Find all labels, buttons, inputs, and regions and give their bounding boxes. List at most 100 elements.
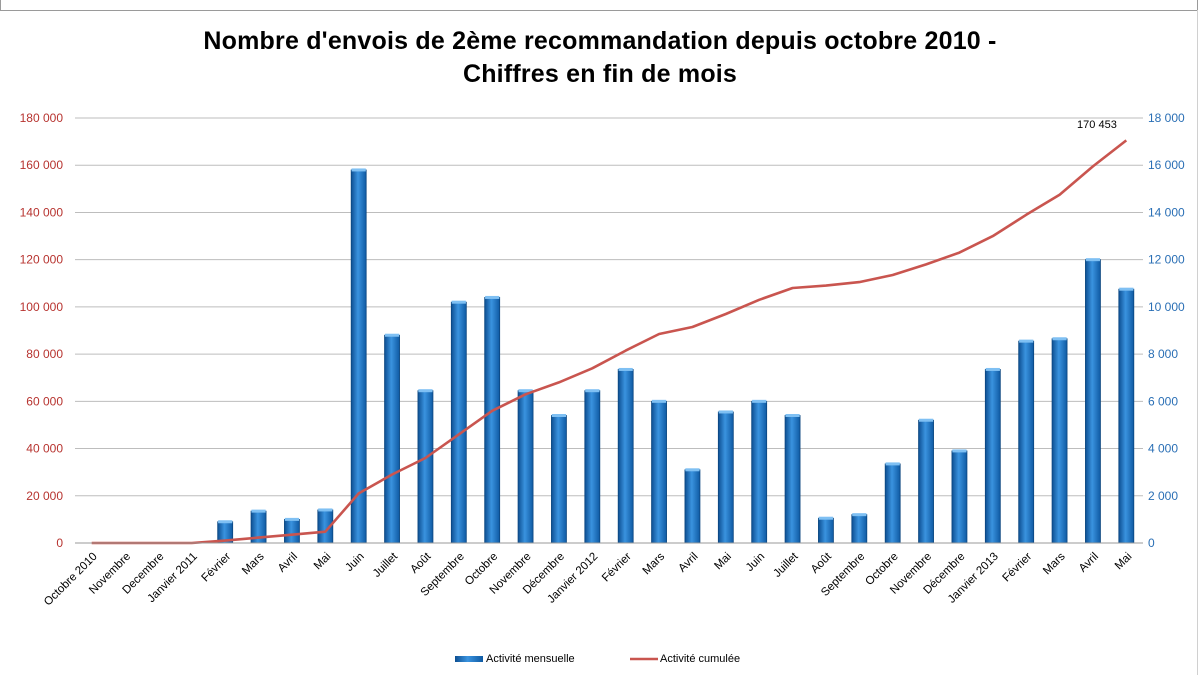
bar — [918, 419, 934, 544]
bar-cap — [985, 367, 1000, 371]
line-series — [91, 139, 1128, 545]
bar — [384, 334, 400, 544]
x-tick-label: Juillet — [771, 550, 801, 580]
y-left-tick-label: 60 000 — [26, 394, 63, 408]
bar-cap — [351, 168, 366, 172]
y-right-tick-label: 10 000 — [1148, 300, 1185, 314]
x-tick-label: Juin — [744, 551, 767, 574]
bar — [1118, 288, 1135, 544]
bar-cap — [318, 508, 333, 512]
legend-bar-swatch — [455, 656, 483, 662]
bar-cap — [618, 367, 633, 371]
legend: Activité mensuelle Activité cumulée — [455, 653, 740, 665]
x-tick-label: Mars — [1041, 550, 1068, 577]
x-tick-label: Juillet — [371, 550, 401, 580]
bar-cap — [785, 414, 800, 417]
y-right-tick-label: 8 000 — [1148, 347, 1178, 361]
bar-cap — [418, 389, 433, 393]
bar-cap — [685, 468, 700, 472]
bar-cap — [752, 399, 767, 403]
bar — [1085, 259, 1101, 544]
y-right-tick-label: 18 000 — [1148, 111, 1185, 125]
bar — [450, 301, 467, 544]
bar — [617, 369, 634, 544]
right-frame — [1197, 10, 1198, 675]
bar-cap — [651, 399, 667, 403]
y-right-tick-label: 16 000 — [1148, 158, 1185, 172]
y-left-tick-label: 0 — [56, 536, 63, 550]
x-tick-label: Juin — [343, 551, 366, 574]
bar — [784, 415, 801, 544]
bar — [1018, 340, 1035, 544]
bar-cap — [1052, 337, 1067, 341]
bar-cap — [251, 509, 266, 513]
bar-cap — [585, 389, 600, 393]
bar-cap — [518, 389, 533, 393]
bar — [350, 169, 367, 544]
x-tick-label: Février — [1001, 551, 1035, 585]
gridlines — [75, 117, 1143, 544]
bar-cap — [952, 449, 967, 453]
bar — [684, 469, 701, 544]
y-left-tick-label: 40 000 — [26, 442, 63, 456]
bar — [751, 400, 768, 544]
y-left-tick-label: 160 000 — [20, 158, 64, 172]
bar-cap — [885, 462, 900, 466]
bar-cap — [818, 516, 834, 520]
bar — [851, 514, 868, 544]
x-tick-label: Octobre 2010 — [42, 551, 100, 609]
bar — [818, 517, 834, 544]
bar — [484, 297, 501, 544]
bar — [417, 390, 434, 544]
y-left-tick-label: 20 000 — [26, 489, 63, 503]
bar-cap — [384, 333, 400, 337]
bar-cap — [1119, 287, 1134, 291]
chart-title: Nombre d'envois de 2ème recommandation d… — [203, 27, 997, 55]
bar — [884, 463, 901, 544]
x-tick-label: Avril — [676, 551, 700, 575]
y-left-tick-label: 140 000 — [20, 205, 64, 219]
x-tick-label: Août — [809, 550, 835, 576]
annotation-label: 170 453 — [1077, 119, 1117, 131]
x-tick-label: Février — [200, 551, 234, 585]
axes: 0 0 20 000 2 000 40 000 4 000 60 000 6 000 80 00… — [20, 111, 1185, 608]
x-tick-label: Mars — [240, 550, 267, 577]
y-left-tick-label: 100 000 — [20, 300, 64, 314]
legend-label-bars: Activité mensuelle — [486, 653, 575, 665]
y-left-tick-label: 120 000 — [20, 253, 64, 267]
y-right-tick-label: 2 000 — [1148, 489, 1178, 503]
bar — [551, 415, 567, 544]
y-right-tick-label: 0 — [1148, 536, 1155, 550]
bar — [1051, 338, 1068, 544]
x-tick-label: Mai — [712, 551, 734, 573]
x-tick-label: Avril — [276, 551, 300, 575]
bar-cap — [718, 410, 733, 414]
bar-cap — [852, 513, 867, 517]
y-right-tick-label: 6 000 — [1148, 394, 1178, 408]
bar-cap — [485, 295, 500, 299]
x-tick-label: Août — [408, 550, 434, 576]
bar — [584, 390, 601, 544]
bar — [517, 390, 534, 544]
bar-series — [217, 168, 1135, 544]
y-right-tick-label: 12 000 — [1148, 253, 1185, 267]
bar — [284, 518, 300, 544]
bar-cap — [218, 520, 233, 524]
bar — [651, 400, 667, 544]
y-left-tick-label: 80 000 — [26, 347, 63, 361]
bar — [984, 369, 1001, 544]
x-tick-label: Avril — [1077, 551, 1101, 575]
x-tick-label: Février — [600, 551, 634, 585]
legend-label-line: Activité cumulée — [660, 653, 740, 665]
y-right-tick-label: 14 000 — [1148, 205, 1185, 219]
chart-subtitle: Chiffres en fin de mois — [462, 60, 738, 88]
bar-cap — [918, 418, 934, 422]
bar — [717, 411, 734, 544]
y-right-tick-label: 4 000 — [1148, 442, 1178, 456]
y-left-tick-label: 180 000 — [20, 111, 64, 125]
x-tick-label: Mai — [1113, 551, 1135, 573]
bar — [951, 450, 968, 544]
bar-cap — [1085, 258, 1101, 262]
x-tick-label: Mars — [641, 550, 668, 577]
